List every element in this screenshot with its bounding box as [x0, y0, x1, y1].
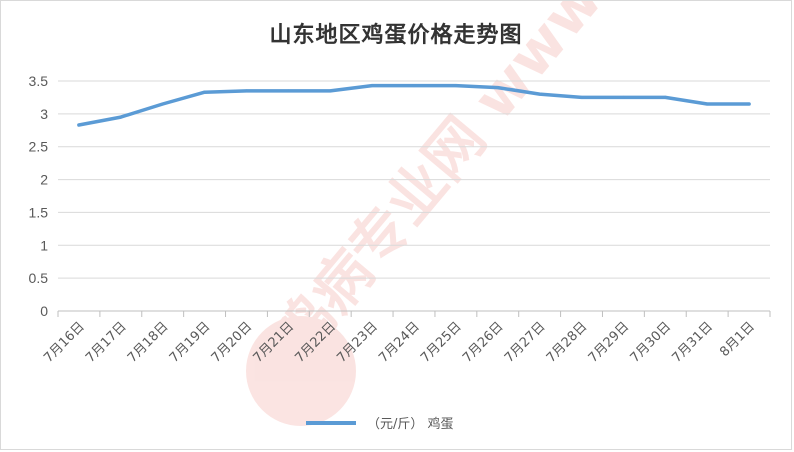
- data-point: [412, 84, 416, 88]
- x-tick-label: 7月28日: [544, 319, 591, 366]
- x-tick-labels: 7月16日7月17日7月18日7月19日7月20日7月21日7月22日7月23日…: [41, 319, 758, 366]
- data-point: [370, 84, 374, 88]
- data-point: [244, 89, 248, 93]
- data-point: [496, 86, 500, 90]
- data-point: [621, 95, 625, 99]
- x-tick-label: 7月24日: [376, 319, 423, 366]
- data-point: [203, 90, 207, 94]
- y-tick-label: 3: [40, 106, 48, 122]
- x-tick-label: 7月19日: [167, 319, 214, 366]
- x-tick-label: 7月18日: [125, 319, 172, 366]
- data-point: [77, 123, 81, 127]
- y-tick-label: 0: [40, 303, 48, 319]
- data-point: [705, 102, 709, 106]
- x-tick-label: 7月29日: [586, 319, 633, 366]
- series: [77, 83, 751, 127]
- y-tick-label: 0.5: [29, 270, 49, 286]
- data-point: [286, 89, 290, 93]
- series-line: [77, 83, 751, 127]
- data-point: [328, 89, 332, 93]
- data-point: [454, 84, 458, 88]
- watermark: 鸡病专业网 www.jbzyw.com: [246, 1, 793, 426]
- watermark-text: 鸡病专业网 www.jbzyw.com: [260, 1, 793, 370]
- x-tick-label: 7月31日: [669, 319, 716, 366]
- legend-label: （元/斤） 鸡蛋: [367, 416, 454, 432]
- y-tick-label: 2.5: [29, 139, 49, 155]
- y-tick-label: 2: [40, 172, 48, 188]
- x-tick-label: 7月25日: [418, 319, 465, 366]
- data-point: [663, 95, 667, 99]
- x-tick-label: 7月17日: [83, 319, 130, 366]
- axes: [57, 311, 771, 317]
- gridlines: [58, 80, 770, 312]
- x-tick-label: 7月26日: [460, 319, 507, 366]
- x-tick-label: 7月30日: [628, 319, 675, 366]
- data-point: [747, 102, 751, 106]
- x-tick-label: 7月27日: [502, 319, 549, 366]
- y-tick-label: 1.5: [29, 204, 49, 220]
- chart-title: 山东地区鸡蛋价格走势图: [269, 23, 523, 48]
- data-point: [538, 92, 542, 96]
- x-tick-label: 7月16日: [41, 319, 88, 366]
- y-tick-labels: 0 0.5 1 1.5 2 2.5 3 3.5: [29, 73, 49, 319]
- data-point: [119, 115, 123, 119]
- legend[interactable]: （元/斤） 鸡蛋: [306, 416, 454, 432]
- y-tick-label: 3.5: [29, 73, 49, 89]
- y-tick-label: 1: [40, 237, 48, 253]
- data-point: [161, 102, 165, 106]
- data-point: [580, 95, 584, 99]
- x-tick-label: 8月1日: [717, 319, 758, 360]
- watermark-logo-icon: [246, 316, 356, 426]
